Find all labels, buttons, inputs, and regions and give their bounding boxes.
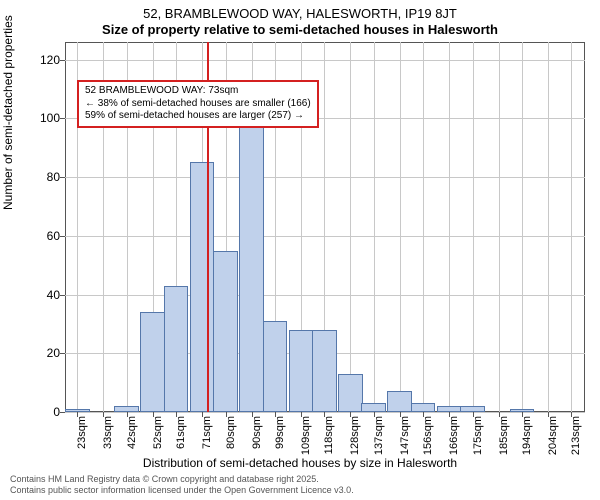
annotation-box: 52 BRAMBLEWOOD WAY: 73sqm← 38% of semi-d… [77,80,319,128]
histogram-bar [65,409,90,412]
y-tick-mark [60,60,65,61]
x-tick-label: 61sqm [175,416,187,449]
gridline-vertical [350,42,351,412]
y-tick-label: 20 [20,346,60,360]
histogram-bar [164,286,189,412]
gridline-vertical [571,42,572,412]
histogram-bar [140,312,165,412]
x-tick-label: 175sqm [471,416,483,455]
histogram-bar [510,409,535,412]
gridline-vertical [423,42,424,412]
annotation-line1: 52 BRAMBLEWOOD WAY: 73sqm [85,85,311,98]
attribution-text: Contains HM Land Registry data © Crown c… [10,474,354,496]
y-tick-label: 80 [20,170,60,184]
gridline-vertical [449,42,450,412]
x-tick-label: 166sqm [448,416,460,455]
annotation-line2: ← 38% of semi-detached houses are smalle… [85,98,311,111]
y-tick-label: 0 [20,405,60,419]
x-tick-label: 128sqm [349,416,361,455]
histogram-bar [239,124,264,412]
y-tick-label: 40 [20,288,60,302]
x-tick-label: 118sqm [323,416,335,454]
histogram-bar [114,406,139,412]
histogram-bar [387,391,412,412]
y-tick-mark [60,236,65,237]
y-tick-mark [60,295,65,296]
histogram-bar [289,330,314,412]
gridline-vertical [374,42,375,412]
y-tick-mark [60,412,65,413]
plot-area: 52 BRAMBLEWOOD WAY: 73sqm← 38% of semi-d… [65,42,585,412]
y-tick-label: 120 [20,53,60,67]
histogram-bar [190,162,215,412]
x-tick-label: 42sqm [126,416,138,449]
chart-title-description: Size of property relative to semi-detach… [0,22,600,37]
histogram-bar [460,406,485,412]
x-tick-label: 33sqm [102,416,114,449]
gridline-vertical [499,42,500,412]
x-tick-label: 185sqm [497,416,509,455]
histogram-bar [263,321,288,412]
x-tick-label: 23sqm [76,416,88,449]
attribution-line2: Contains public sector information licen… [10,485,354,496]
y-axis-label: Number of semi-detached properties [1,15,15,210]
x-tick-label: 109sqm [300,416,312,455]
gridline-vertical [400,42,401,412]
gridline-vertical [522,42,523,412]
x-tick-label: 90sqm [250,416,262,449]
y-tick-label: 100 [20,111,60,125]
y-tick-mark [60,118,65,119]
x-axis-label: Distribution of semi-detached houses by … [0,456,600,470]
x-tick-label: 147sqm [399,416,411,455]
annotation-line3: 59% of semi-detached houses are larger (… [85,110,311,123]
histogram-bar [312,330,337,412]
x-tick-label: 213sqm [570,416,582,455]
histogram-bar [437,406,462,412]
attribution-line1: Contains HM Land Registry data © Crown c… [10,474,354,485]
x-tick-label: 71sqm [201,416,213,449]
y-tick-label: 60 [20,229,60,243]
x-tick-label: 194sqm [521,416,533,455]
gridline-vertical [548,42,549,412]
gridline-vertical [473,42,474,412]
y-tick-mark [60,353,65,354]
x-tick-label: 156sqm [422,416,434,455]
histogram-bar [213,251,238,413]
histogram-bar [338,374,363,412]
y-tick-mark [60,177,65,178]
x-tick-label: 137sqm [373,416,385,455]
x-tick-label: 52sqm [152,416,164,449]
histogram-bar [411,403,436,412]
x-tick-label: 80sqm [224,416,236,449]
x-tick-label: 204sqm [547,416,559,455]
x-tick-label: 99sqm [274,416,286,449]
histogram-bar [361,403,386,412]
chart-title-address: 52, BRAMBLEWOOD WAY, HALESWORTH, IP19 8J… [0,6,600,21]
